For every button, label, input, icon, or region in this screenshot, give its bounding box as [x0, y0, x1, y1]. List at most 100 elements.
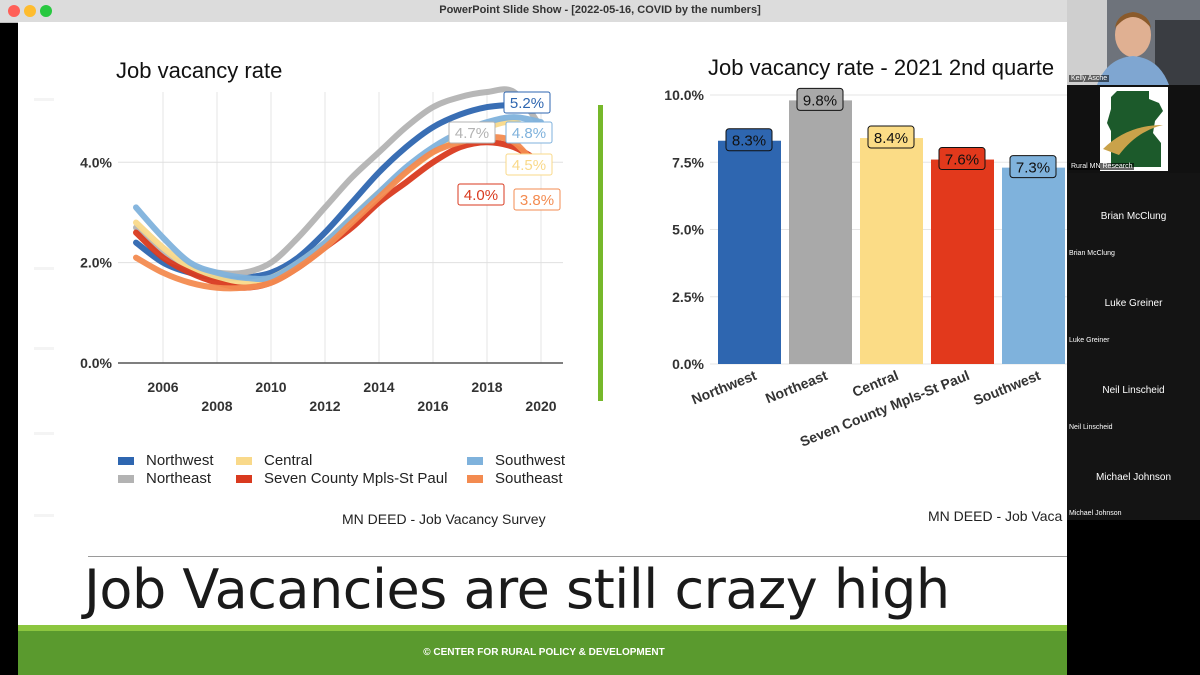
sidebar-empty-area	[1067, 520, 1200, 675]
legend-label: Northwest	[146, 452, 214, 469]
participant-tile-neil[interactable]: Neil Linscheid Neil Linscheid	[1067, 347, 1200, 434]
participant-name: Neil Linscheid	[1069, 424, 1113, 431]
data-label: 8.3%	[732, 133, 766, 150]
line-chart-legend: Northwest Northeast Central Seven County…	[118, 452, 598, 492]
data-label-box	[796, 87, 844, 111]
participant-name: Kelly Asche	[1069, 75, 1110, 82]
participant-panel: Kelly Asche Rural MN Research Brian McCl…	[1067, 0, 1200, 520]
end-label: 3.8%	[520, 192, 554, 209]
webcam-video	[1067, 0, 1200, 85]
x-tick-label: 2006	[147, 379, 178, 395]
end-label: 4.5%	[512, 157, 546, 174]
participant-name: Brian McClung	[1069, 250, 1115, 257]
footer-text: © CENTER FOR RURAL POLICY & DEVELOPMENT	[423, 647, 665, 658]
slide: Job vacancy rate 0.0% 2.0% 4.0% 2006 2008 201…	[18, 22, 1070, 675]
x-tick-label: 2014	[363, 379, 394, 395]
footer-accent	[18, 625, 1070, 631]
line-chart: 0.0% 2.0% 4.0% 2006 2008 2010 2012 2014 2016 2018…	[80, 86, 563, 414]
x-tick-label: 2016	[417, 398, 448, 414]
participant-display-name: Luke Greiner	[1104, 298, 1163, 309]
slide-footer: © CENTER FOR RURAL POLICY & DEVELOPMENT	[18, 631, 1070, 675]
x-tick-label: Southwest	[971, 367, 1043, 408]
y-tick-label: 0.0%	[672, 356, 704, 372]
bar-northwest	[718, 140, 781, 364]
participant-name: Michael Johnson	[1069, 510, 1122, 517]
margin-mark	[34, 432, 54, 435]
participant-display-name: Neil Linscheid	[1102, 385, 1165, 396]
legend-swatch	[467, 474, 483, 483]
x-tick-label: 2018	[471, 379, 502, 395]
legend-swatch	[118, 456, 134, 465]
end-label-box	[503, 91, 551, 114]
margin-mark	[34, 347, 54, 350]
x-tick-label: 2012	[309, 398, 340, 414]
data-label-box	[725, 128, 773, 152]
end-label: 5.2%	[510, 95, 544, 112]
minimize-window-button[interactable]	[24, 5, 36, 17]
participant-display-name: Michael Johnson	[1095, 472, 1172, 483]
y-tick-label: 10.0%	[664, 87, 704, 103]
end-label-box	[457, 183, 505, 206]
legend-swatch	[118, 474, 134, 483]
title-rule	[88, 556, 1070, 557]
legend-item-northeast: Northeast	[118, 470, 211, 487]
participant-tile-michael[interactable]: Michael Johnson Michael Johnson	[1067, 434, 1200, 520]
end-label-box	[505, 153, 553, 176]
legend-swatch	[236, 456, 252, 465]
line-chart-title: Job vacancy rate	[116, 58, 283, 83]
legend-item-northwest: Northwest	[118, 452, 214, 469]
bar-seven-county-mpls-st-paul	[931, 159, 994, 364]
bar-southwest	[1002, 167, 1065, 364]
participant-name: Luke Greiner	[1069, 337, 1110, 344]
participant-tile-kelly[interactable]: Kelly Asche	[1067, 0, 1200, 85]
margin-mark	[34, 98, 54, 101]
x-tick-label: Central	[850, 367, 901, 400]
minnesota-logo-icon	[1100, 87, 1168, 171]
y-tick-label: 0.0%	[80, 355, 112, 371]
legend-item-central: Central	[236, 452, 312, 469]
y-tick-label: 5.0%	[672, 222, 704, 238]
data-label: 9.8%	[803, 92, 837, 109]
bar-chart: 0.0% 2.5% 5.0% 7.5% 10.0% 8.3% 9.8% 8.4% 7.6% 7.3…	[664, 87, 1070, 450]
y-tick-label: 2.5%	[672, 289, 704, 305]
end-label-box	[505, 121, 553, 144]
legend-label: Northeast	[146, 470, 212, 487]
legend-label: Central	[264, 452, 313, 469]
slide-headline: Job Vacancies are still crazy high	[84, 558, 950, 621]
y-tick-label: 4.0%	[80, 154, 112, 170]
legend-swatch	[467, 456, 483, 465]
participant-tile-brian[interactable]: Brian McClung Brian McClung	[1067, 173, 1200, 260]
participant-name: Rural MN Research	[1069, 163, 1135, 170]
fullscreen-window-button[interactable]	[40, 5, 52, 17]
end-label: 4.0%	[464, 187, 498, 204]
end-label-box	[448, 121, 496, 144]
margin-mark	[34, 514, 54, 517]
x-tick-label: Northeast	[763, 367, 830, 406]
data-label-box	[1009, 155, 1057, 179]
end-label: 4.7%	[455, 125, 489, 142]
x-tick-label: 2020	[525, 398, 556, 414]
bar-chart-source: MN DEED - Job Vaca	[928, 508, 1063, 524]
legend-label: Southwest	[495, 452, 566, 469]
legend-swatch	[236, 474, 252, 483]
x-tick-label: 2008	[201, 398, 232, 414]
legend-label: Seven County Mpls-St Paul	[264, 470, 448, 487]
window-titlebar: PowerPoint Slide Show - [2022-05-16, COV…	[0, 0, 1200, 23]
bar-central	[860, 138, 923, 364]
data-label-box	[938, 147, 986, 171]
participant-tile-luke[interactable]: Luke Greiner Luke Greiner	[1067, 260, 1200, 347]
participant-display-name: Brian McClung	[1100, 211, 1167, 222]
participant-tile-rural[interactable]: Rural MN Research	[1067, 85, 1200, 173]
chart-divider	[598, 105, 603, 401]
end-label: 4.8%	[512, 125, 546, 142]
legend-label: Southeast	[495, 470, 563, 487]
data-label: 8.4%	[874, 130, 908, 147]
close-window-button[interactable]	[8, 5, 20, 17]
x-tick-label: 2010	[255, 379, 286, 395]
data-label: 7.6%	[945, 152, 979, 169]
bar-northeast	[789, 100, 852, 364]
window-title: PowerPoint Slide Show - [2022-05-16, COV…	[439, 4, 761, 16]
legend-item-southwest: Southwest	[467, 452, 565, 469]
data-label: 7.3%	[1016, 160, 1050, 177]
line-chart-source: MN DEED - Job Vacancy Survey	[342, 511, 546, 527]
